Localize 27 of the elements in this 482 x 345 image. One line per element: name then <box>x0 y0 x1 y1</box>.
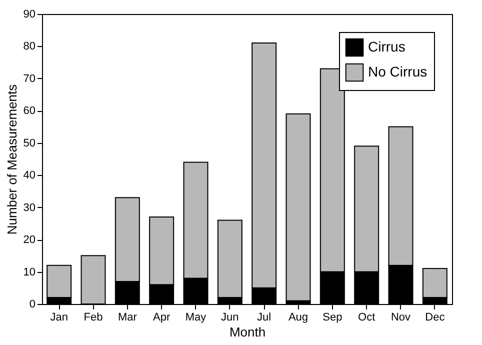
x-tick-label: Sep <box>322 312 342 324</box>
x-tick-label: Oct <box>358 312 376 324</box>
y-axis-title: Number of Measurements <box>4 84 20 235</box>
x-tick-label: Aug <box>288 312 308 324</box>
x-tick-label: Mar <box>118 312 138 324</box>
y-tick-label: 10 <box>23 266 36 278</box>
y-tick-label: 50 <box>23 137 36 150</box>
x-axis-title: Month <box>229 324 266 340</box>
legend-label: No Cirrus <box>368 64 428 80</box>
bar <box>286 113 311 302</box>
x-tick-label: May <box>185 312 207 324</box>
y-tick-label: 40 <box>23 170 36 182</box>
y-tick-label: 70 <box>23 72 36 85</box>
x-tick-label: Apr <box>153 312 170 324</box>
y-tick-label: 90 <box>23 8 36 20</box>
x-tick-label: Nov <box>390 312 412 324</box>
x-tick-label: Feb <box>84 312 103 324</box>
x-tick-label: Jul <box>257 312 272 324</box>
y-tick-label: 30 <box>23 202 36 214</box>
y-tick-label: 20 <box>23 234 36 246</box>
y-tick-label: 0 <box>29 298 36 310</box>
y-tick-label: 60 <box>23 105 36 118</box>
y-tick-label: 80 <box>23 40 36 53</box>
legend-label: Cirrus <box>368 38 406 54</box>
x-tick-label: Dec <box>425 312 446 324</box>
x-tick-label: Jan <box>50 312 68 324</box>
x-tick-label: Jun <box>221 312 239 324</box>
